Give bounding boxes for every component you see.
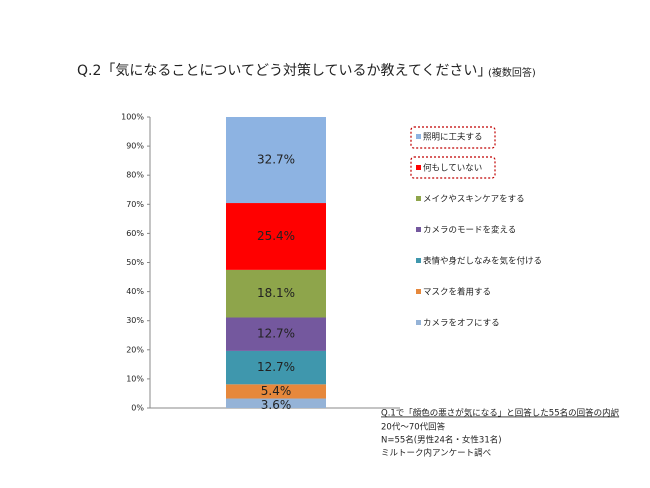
bar-segment <box>226 203 326 270</box>
legend-label: 照明に工夫する <box>423 132 483 143</box>
value-label: 18.1% <box>257 286 295 300</box>
legend-label: 表情や身だしなみを気を付ける <box>423 256 542 267</box>
legend-swatch <box>416 320 421 325</box>
y-tick-label: 40% <box>126 287 144 296</box>
value-label: 25.4% <box>257 229 295 243</box>
value-label: 3.6% <box>261 398 292 412</box>
value-label: 12.7% <box>257 327 295 341</box>
note: 20代〜70代回答 <box>381 422 446 433</box>
y-tick-label: 80% <box>126 171 144 180</box>
y-tick-label: 30% <box>126 316 144 325</box>
chart-subtitle: (複数回答) <box>488 66 536 79</box>
legend-label: マスクを着用する <box>423 287 491 298</box>
note: ミルトーク内アンケート調べ <box>381 448 491 459</box>
legend-label: カメラをオフにする <box>423 319 500 329</box>
y-tick-label: 10% <box>126 374 144 383</box>
legend-swatch <box>416 196 421 201</box>
bar-segment <box>226 117 326 204</box>
bar-segment <box>226 384 326 399</box>
y-tick-label: 90% <box>126 142 144 151</box>
legend-label: 何もしていない <box>423 163 482 174</box>
bar-segment <box>226 398 326 408</box>
bar-segment <box>226 350 326 385</box>
y-tick-label: 70% <box>126 200 144 209</box>
note: Q.1で「顔色の悪さが気になる」と回答した55名の回答の内訳 <box>381 408 620 419</box>
note: N=55名(男性24名・女性31名) <box>381 435 502 446</box>
y-tick-label: 100% <box>121 113 144 122</box>
chart-title: Q.2「気になることについてどう対策しているか教えてください」 <box>77 62 491 79</box>
legend-swatch <box>416 258 421 263</box>
legend-label: カメラのモードを変える <box>423 225 516 236</box>
bar-segment <box>226 269 326 318</box>
y-tick-label: 60% <box>126 229 144 238</box>
y-tick-label: 20% <box>126 345 144 354</box>
highlight-box <box>410 126 496 149</box>
value-label: 5.4% <box>261 384 292 398</box>
legend-swatch <box>416 165 421 170</box>
value-label: 12.7% <box>257 360 295 374</box>
legend-label: メイクやスキンケアをする <box>423 195 525 205</box>
highlight-box <box>410 156 496 179</box>
value-label: 32.7% <box>257 153 295 167</box>
bar-segment <box>226 317 326 351</box>
y-tick-label: 50% <box>126 258 144 267</box>
legend-swatch <box>416 289 421 294</box>
legend-swatch <box>416 227 421 232</box>
legend-swatch <box>416 134 421 139</box>
y-tick-label: 0% <box>131 404 144 413</box>
